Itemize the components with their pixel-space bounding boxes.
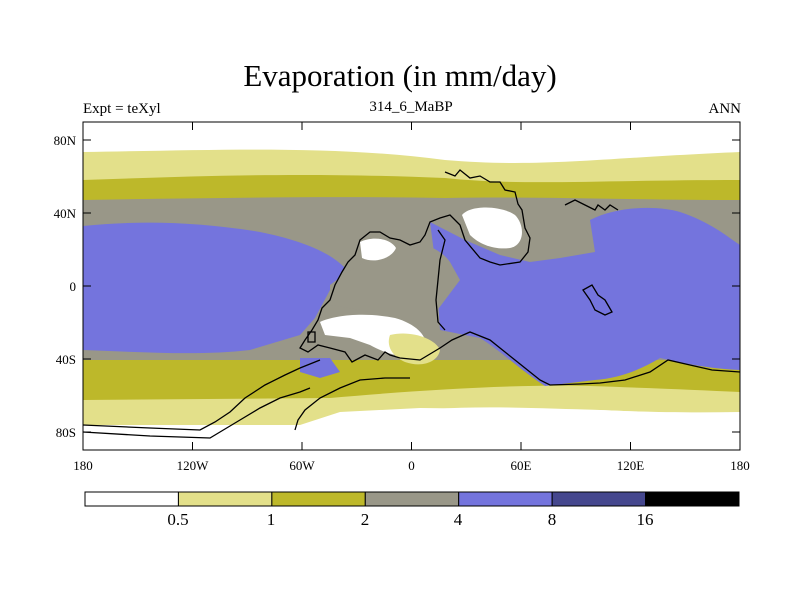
colorbar-box	[84, 491, 179, 507]
colorbar-box	[177, 491, 273, 507]
north-desert-white	[462, 207, 522, 249]
colorbar-label-1: 1	[267, 510, 276, 529]
south-bay-blue	[300, 358, 340, 378]
x-tick-label-180e: 180	[730, 458, 750, 473]
x-tick-label-180w: 180	[73, 458, 93, 473]
north-desert-small	[360, 238, 396, 261]
y-tick-label-40s: 40S	[56, 352, 76, 367]
season-label: ANN	[708, 101, 742, 117]
y-tick-label-80s: 80S	[56, 425, 76, 440]
map-field	[83, 122, 740, 450]
experiment-label: Expt = teXyl	[83, 101, 161, 117]
colorbar-label-0-5: 0.5	[167, 510, 188, 529]
colorbar-label-8: 8	[548, 510, 557, 529]
colorbar	[84, 491, 740, 507]
colorbar-box	[364, 491, 460, 507]
colorbar-box	[271, 491, 366, 507]
map-title: Evaporation (in mm/day)	[243, 58, 557, 93]
south-polar-white	[83, 408, 740, 450]
y-axis-ticks	[83, 139, 740, 433]
x-tick-label-120e: 120E	[617, 458, 645, 473]
pangaea-north-gray	[330, 243, 460, 320]
colorbar-box	[551, 491, 647, 507]
x-axis-ticks	[82, 122, 741, 450]
south-desert-light	[388, 333, 440, 365]
y-tick-label-40n: 40N	[54, 206, 77, 221]
colorbar-label-4: 4	[454, 510, 463, 529]
x-tick-label-60w: 60W	[289, 458, 315, 473]
eastern-ocean-blue-region	[430, 207, 740, 386]
colorbar-label-16: 16	[637, 510, 654, 529]
colorbar-labels: 0.5 1 2 4 8 16	[167, 510, 653, 529]
y-tick-label-0: 0	[70, 279, 77, 294]
x-tick-label-120w: 120W	[177, 458, 210, 473]
coastlines	[82, 169, 741, 439]
period-label: 314_6_MaBP	[369, 99, 453, 115]
colorbar-box	[645, 491, 740, 507]
y-tick-label-80n: 80N	[54, 133, 77, 148]
colorbar-box	[458, 491, 553, 507]
x-tick-label-60e: 60E	[511, 458, 532, 473]
x-tick-label-0: 0	[408, 458, 415, 473]
colorbar-label-2: 2	[361, 510, 370, 529]
pacific-blue-region	[83, 222, 345, 354]
